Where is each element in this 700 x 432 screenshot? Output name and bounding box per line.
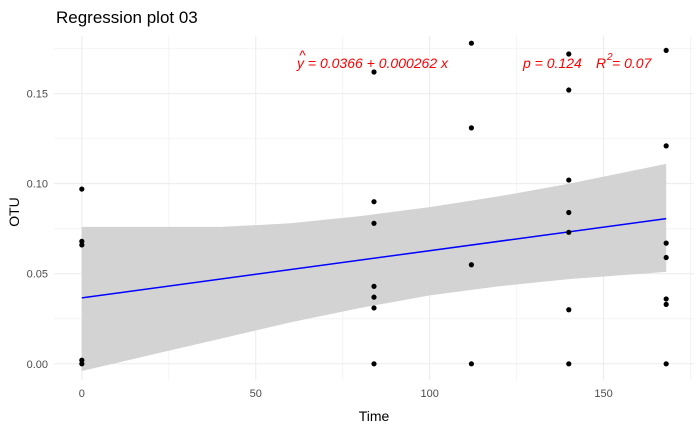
r-squared-value: = 0.07 bbox=[612, 55, 653, 71]
data-point bbox=[371, 283, 377, 289]
data-point bbox=[468, 125, 474, 131]
data-point bbox=[79, 361, 85, 367]
equation-text: y = 0.0366 + 0.000262 x bbox=[296, 55, 449, 71]
data-point bbox=[566, 361, 572, 367]
data-point bbox=[468, 40, 474, 46]
data-points bbox=[79, 40, 669, 367]
y-tick-label: 0.00 bbox=[27, 359, 48, 371]
stats-annotation: p = 0.124 R 2 = 0.07 bbox=[522, 52, 653, 71]
x-tick-label: 150 bbox=[594, 388, 612, 400]
y-axis-label: OTU bbox=[6, 197, 22, 227]
data-point bbox=[371, 305, 377, 311]
r-squared-label: R bbox=[596, 55, 606, 71]
data-point bbox=[663, 240, 669, 246]
chart-title: Regression plot 03 bbox=[56, 8, 198, 27]
data-point bbox=[371, 220, 377, 226]
data-point bbox=[468, 262, 474, 268]
data-point bbox=[663, 143, 669, 149]
data-point bbox=[663, 301, 669, 307]
data-point bbox=[371, 294, 377, 300]
data-point bbox=[79, 357, 85, 363]
data-point bbox=[663, 254, 669, 261]
data-point bbox=[79, 186, 85, 192]
p-value-text: p = 0.124 bbox=[522, 55, 582, 71]
data-point bbox=[79, 238, 85, 244]
data-point bbox=[566, 307, 572, 313]
x-axis-ticks: 0 50 100 150 bbox=[79, 388, 613, 400]
data-point bbox=[371, 69, 377, 75]
y-axis-ticks: 0.00 0.05 0.10 0.15 bbox=[27, 89, 48, 371]
data-point bbox=[371, 361, 377, 367]
y-tick-label: 0.10 bbox=[27, 179, 48, 191]
x-tick-label: 0 bbox=[79, 388, 85, 400]
data-point bbox=[371, 199, 377, 205]
data-point bbox=[566, 209, 572, 216]
equation-hat: ^ bbox=[299, 47, 306, 63]
x-tick-label: 100 bbox=[420, 388, 438, 400]
data-point bbox=[663, 361, 669, 367]
x-axis-label: Time bbox=[359, 408, 390, 424]
equation-annotation: ^ y = 0.0366 + 0.000262 x bbox=[296, 47, 449, 71]
x-tick-label: 50 bbox=[250, 388, 262, 400]
data-point bbox=[79, 242, 85, 248]
data-point bbox=[566, 229, 572, 235]
data-point bbox=[663, 47, 669, 54]
y-tick-label: 0.15 bbox=[27, 89, 48, 101]
y-tick-label: 0.05 bbox=[27, 269, 48, 281]
data-point bbox=[566, 51, 572, 57]
confidence-band bbox=[81, 163, 667, 371]
r-squared-superscript: 2 bbox=[606, 52, 613, 63]
data-point bbox=[663, 296, 669, 302]
data-point bbox=[468, 361, 474, 367]
data-point bbox=[566, 87, 572, 93]
data-point bbox=[566, 177, 572, 183]
